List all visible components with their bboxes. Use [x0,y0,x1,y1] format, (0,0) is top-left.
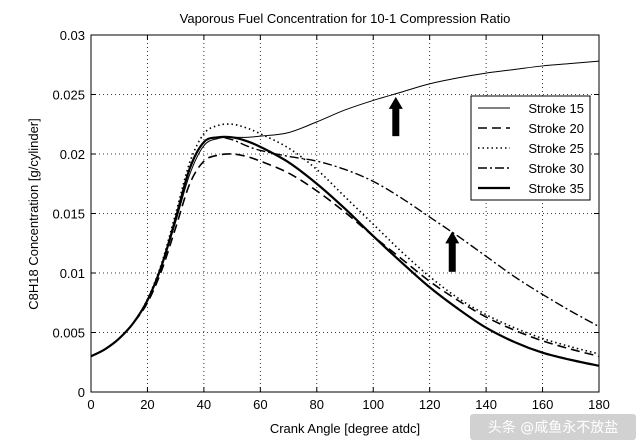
legend-box [470,95,591,201]
series-line-stroke-35 [90,135,600,367]
y-tick-label: 0.02 [60,147,85,162]
y-tick-label: 0 [78,385,85,400]
x-tick-label: 180 [588,397,610,412]
legend-label-stroke-35: Stroke 35 [528,181,584,196]
series-line-stroke-20 [90,153,600,358]
chart-title: Vaporous Fuel Concentration for 10-1 Com… [180,11,511,26]
x-tick-label: 40 [197,397,211,412]
arrow-head [445,231,460,244]
legend-label-stroke-20: Stroke 20 [528,121,584,136]
x-tick-label: 60 [253,397,267,412]
x-tick-label: 0 [87,397,94,412]
annotations [388,96,460,272]
y-tick-label: 0.01 [60,266,85,281]
y-tick-label: 0.005 [52,326,85,341]
axis-ticks: 0 20 40 60 80 100 120 140 160 180 0 0.005 0.01 0.015 0… [52,28,609,412]
y-tick-label: 0.015 [52,207,85,222]
arrow-shaft [392,106,400,137]
x-tick-label: 160 [532,397,554,412]
x-tick-label: 100 [362,397,384,412]
watermark: 头条 @咸鱼永不放盐 [470,414,636,440]
x-tick-label: 120 [419,397,441,412]
x-tick-label: 140 [475,397,497,412]
arrow-head [388,96,403,109]
legend: Stroke 15 Stroke 20 Stroke 25 Stroke 30 Stro… [470,95,591,201]
watermark-text: 头条 @咸鱼永不放盐 [488,419,618,436]
x-axis-title: Crank Angle [degree atdc] [270,421,420,436]
x-tick-label: 20 [140,397,154,412]
series-lines [90,60,600,367]
annotation-arrow [388,96,403,137]
y-tick-label: 0.025 [52,88,85,103]
legend-label-stroke-15: Stroke 15 [528,101,584,116]
watermark-backdrop [470,414,636,440]
legend-label-stroke-30: Stroke 30 [528,161,584,176]
x-tick-label: 80 [310,397,324,412]
arrow-shaft [448,241,456,272]
legend-label-stroke-25: Stroke 25 [528,141,584,156]
y-tick-label: 0.03 [60,28,85,43]
annotation-arrow [445,231,460,272]
grid [91,35,599,392]
y-axis-title: C8H18 Concentration [g/cylinder] [26,118,41,310]
